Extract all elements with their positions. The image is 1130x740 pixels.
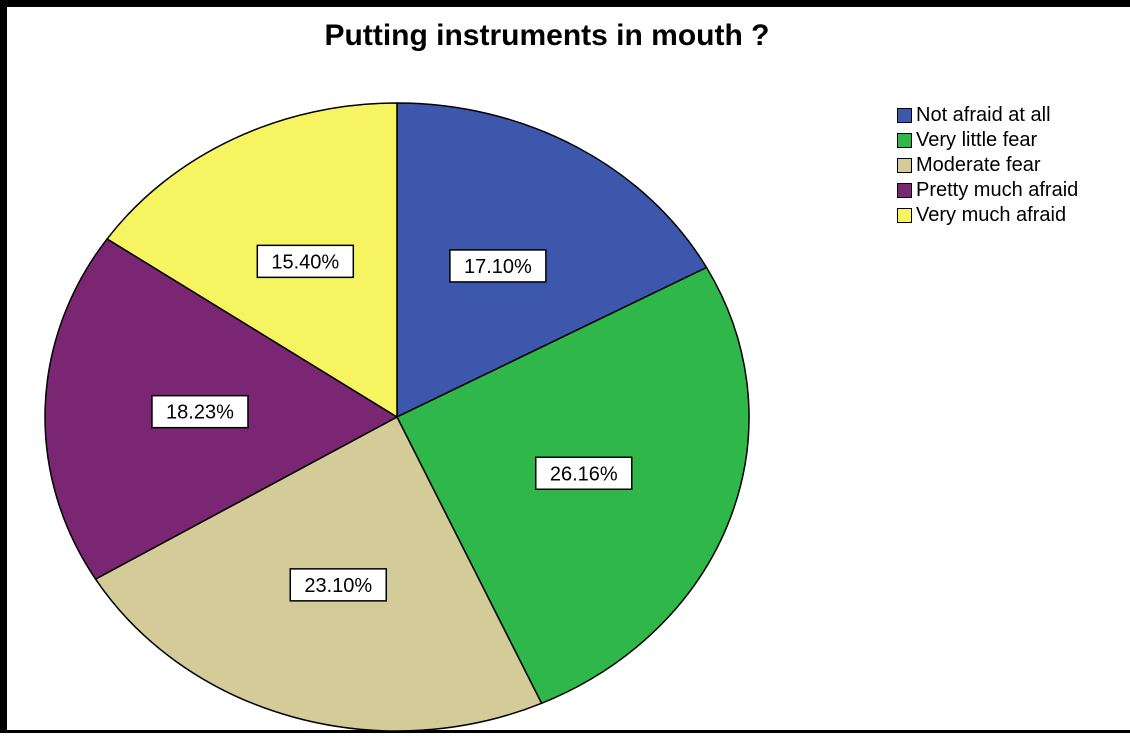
- slice-label-text: 15.40%: [271, 251, 339, 273]
- legend-item: Moderate fear: [897, 153, 1078, 178]
- slice-label-text: 17.10%: [464, 256, 532, 278]
- legend-item: Very little fear: [897, 128, 1078, 153]
- slice-label-text: 18.23%: [166, 402, 234, 424]
- slice-label: 15.40%: [256, 244, 355, 279]
- slice-label: 23.10%: [289, 568, 388, 602]
- legend: Not afraid at all Very little fear Moder…: [897, 103, 1078, 228]
- legend-swatch: [897, 108, 912, 123]
- legend-swatch: [897, 183, 912, 198]
- legend-swatch: [897, 133, 912, 148]
- legend-label: Pretty much afraid: [916, 179, 1079, 201]
- slice-label-text: 23.10%: [304, 575, 372, 597]
- slice-label-text: 26.16%: [550, 463, 618, 485]
- pie-slice: [106, 102, 398, 418]
- legend-swatch: [897, 158, 912, 173]
- legend-label: Not afraid at all: [916, 104, 1051, 126]
- slice-label-box: [256, 244, 355, 279]
- slice-label-box: [151, 394, 249, 429]
- legend-label: Moderate fear: [916, 154, 1041, 176]
- pie-slice: [396, 102, 708, 418]
- chart-title: Putting instruments in mouth ?: [324, 19, 770, 52]
- legend-label: Very little fear: [916, 129, 1038, 151]
- legend-label: Very much afraid: [916, 204, 1067, 226]
- slice-label-box: [289, 568, 388, 602]
- legend-item: Very much afraid: [897, 203, 1078, 228]
- slice-label-box: [535, 456, 633, 491]
- slice-label: 26.16%: [535, 456, 633, 491]
- legend-item: Not afraid at all: [897, 103, 1078, 128]
- slice-label: 17.10%: [449, 249, 547, 283]
- slice-label: 18.23%: [151, 394, 249, 429]
- legend-item: Pretty much afraid: [897, 178, 1078, 203]
- slice-label-box: [449, 249, 547, 283]
- legend-swatch: [897, 208, 912, 223]
- pie-chart: 17.10% 26.16% 23.10% 18.23% 15.40%: [44, 102, 750, 732]
